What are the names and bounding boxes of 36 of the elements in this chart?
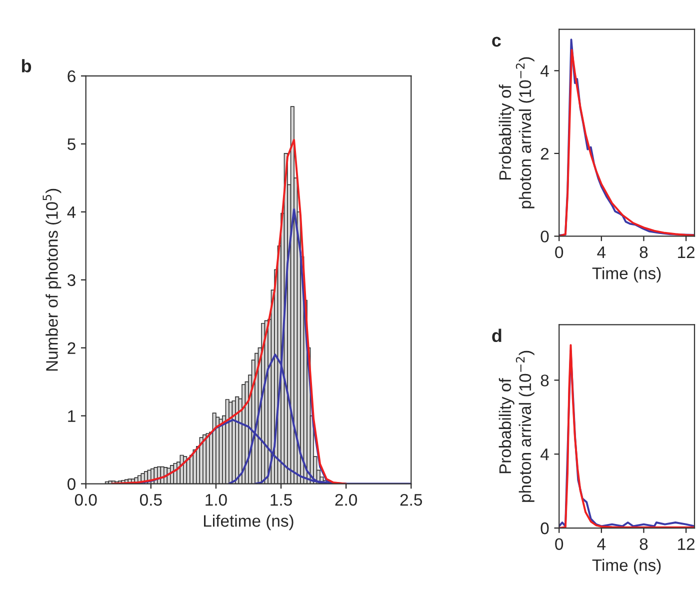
x-tick-label: 4 bbox=[597, 538, 606, 550]
x-tick-label: 8 bbox=[640, 538, 648, 550]
y-tick-label: 0 bbox=[68, 478, 76, 490]
x-tick-label: 8 bbox=[640, 246, 648, 258]
y-axis-title: Number of photons (10$^{5}$) bbox=[42, 188, 62, 371]
y-axis-title: Probability of photon arrival (10$^{−2}$) bbox=[498, 350, 534, 502]
text: d bbox=[492, 328, 502, 342]
x-tick-label: 1.0 bbox=[206, 494, 227, 506]
x-tick-label: 0 bbox=[555, 538, 564, 550]
x-tick-label: 1.5 bbox=[270, 494, 292, 506]
y-tick-label: 8 bbox=[540, 374, 549, 386]
y-tick-label: 4 bbox=[540, 65, 549, 77]
y-tick-label: 3 bbox=[68, 274, 76, 286]
y-tick-label: 2 bbox=[540, 148, 549, 160]
y-tick-label: 0 bbox=[540, 522, 549, 534]
y-tick-label: 5 bbox=[68, 138, 76, 150]
y-tick-label: 2 bbox=[68, 342, 76, 354]
y-tick-label: 0 bbox=[540, 230, 549, 242]
x-tick-label: 2.5 bbox=[400, 494, 422, 506]
x-tick-label: 0 bbox=[555, 246, 564, 258]
x-tick-label: 0.5 bbox=[140, 494, 162, 506]
x-tick-label: 4 bbox=[597, 246, 606, 258]
y-tick-label: 4 bbox=[67, 206, 76, 218]
y-tick-label: 6 bbox=[68, 70, 76, 82]
x-tick-label: 2.0 bbox=[335, 494, 357, 506]
y-tick-label: 4 bbox=[540, 448, 549, 460]
y-tick-label: 1 bbox=[68, 410, 76, 422]
x-axis-title: Time (ns) bbox=[592, 267, 661, 283]
x-axis-title: Time (ns) bbox=[592, 558, 661, 574]
x-tick-label: 12 bbox=[678, 538, 694, 550]
x-axis-title: Lifetime (ns) bbox=[204, 514, 294, 530]
x-tick-label: 12 bbox=[678, 246, 694, 258]
y-axis-title: Probability of photon arrival (10$^{−2}$) bbox=[498, 57, 534, 208]
text: b bbox=[22, 59, 32, 72]
x-tick-label: 0.0 bbox=[74, 494, 97, 506]
text: c bbox=[492, 36, 501, 47]
